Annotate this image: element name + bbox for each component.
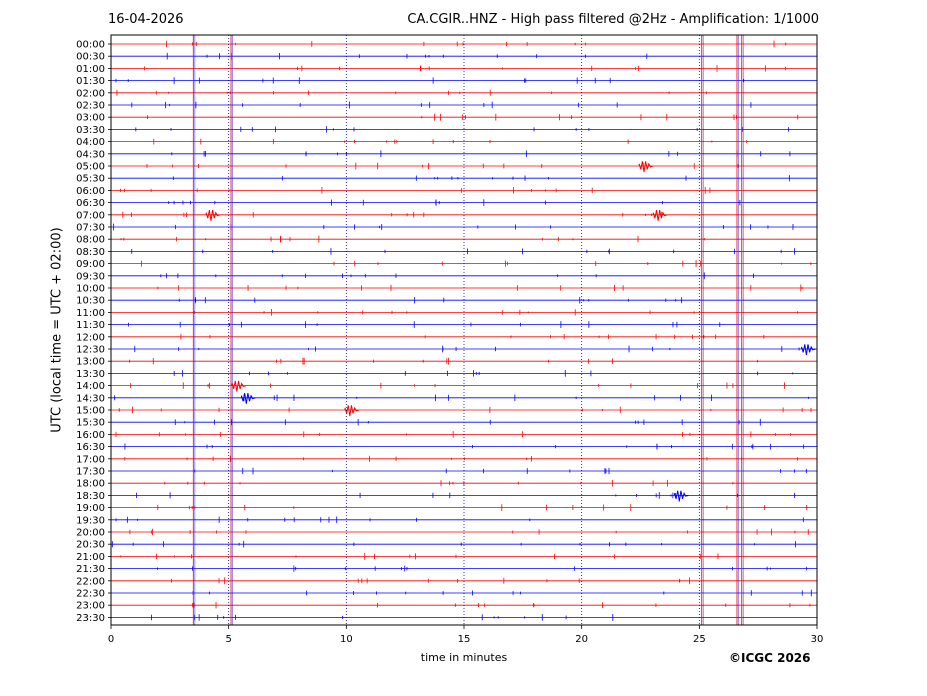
y-tick-label: 12:00: [76, 332, 105, 343]
x-tick-label: 10: [340, 634, 353, 645]
y-tick-label: 02:00: [76, 88, 105, 99]
event-5: [231, 380, 247, 392]
y-tick-label: 03:00: [76, 113, 105, 124]
seismic-events: [205, 161, 816, 502]
y-tick-label: 04:30: [76, 149, 105, 160]
y-tick-label: 18:30: [76, 491, 105, 502]
y-tick-label: 12:30: [76, 345, 105, 356]
y-tick-label: 23:30: [76, 613, 105, 624]
y-tick-label: 00:00: [76, 40, 105, 51]
y-tick-label: 00:30: [76, 52, 105, 63]
y-tick-label: 17:30: [76, 467, 105, 478]
y-tick-label: 05:00: [76, 162, 105, 173]
y-tick-label: 06:00: [76, 186, 105, 197]
x-tick-label: 5: [225, 634, 231, 645]
x-tick-label: 15: [458, 634, 471, 645]
y-tick-label: 10:00: [76, 284, 105, 295]
x-grid: [228, 35, 700, 625]
y-tick-label: 09:00: [76, 259, 105, 270]
x-tick-label: 0: [108, 634, 114, 645]
chart-title: CA.CGIR..HNZ - High pass filtered @2Hz -…: [407, 12, 819, 27]
y-tick-label: 09:30: [76, 271, 105, 282]
y-tick-label: 15:30: [76, 418, 105, 429]
copyright-label: ©ICGC 2026: [729, 651, 811, 665]
y-tick-label: 23:00: [76, 601, 105, 612]
x-axis-label: time in minutes: [420, 651, 508, 664]
y-tick-label: 20:00: [76, 528, 105, 539]
y-tick-label: 17:00: [76, 454, 105, 465]
y-tick-label: 16:30: [76, 442, 105, 453]
vertical-spikes: [192, 35, 744, 625]
y-tick-label: 21:30: [76, 564, 105, 575]
event-2: [205, 210, 221, 221]
x-tick-labels: 0 5 10 15 20 25 30: [108, 625, 824, 645]
y-tick-label: 18:00: [76, 479, 105, 490]
y-tick-label: 05:30: [76, 174, 105, 185]
y-tick-label: 16:00: [76, 430, 105, 441]
y-tick-label: 02:30: [76, 101, 105, 112]
y-tick-label: 06:30: [76, 198, 105, 209]
event-1: [638, 161, 654, 173]
event-6: [240, 393, 256, 404]
x-tick-label: 20: [575, 634, 588, 645]
y-tick-label: 14:00: [76, 381, 105, 392]
y-tick-label: 07:30: [76, 223, 105, 234]
event-7: [344, 405, 360, 417]
y-tick-label: 01:30: [76, 76, 105, 87]
y-tick-label: 03:30: [76, 125, 105, 136]
event-3: [652, 210, 668, 221]
y-tick-label: 13:30: [76, 369, 105, 380]
y-tick-label: 22:30: [76, 589, 105, 600]
x-tick-label: 25: [693, 634, 706, 645]
y-tick-label: 04:00: [76, 137, 105, 148]
y-tick-label: 19:00: [76, 503, 105, 514]
y-tick-label: 11:30: [76, 320, 105, 331]
y-tick-label: 21:00: [76, 552, 105, 563]
date-label: 16-04-2026: [108, 12, 184, 27]
y-tick-label: 14:30: [76, 393, 105, 404]
y-tick-label: 08:00: [76, 235, 105, 246]
y-tick-label: 07:00: [76, 210, 105, 221]
y-tick-label: 10:30: [76, 296, 105, 307]
y-tick-label: 20:30: [76, 540, 105, 551]
x-tick-label: 30: [811, 634, 824, 645]
y-tick-label: 08:30: [76, 247, 105, 258]
y-tick-label: 11:00: [76, 308, 105, 319]
event-8: [674, 490, 689, 502]
y-tick-label: 22:00: [76, 576, 105, 587]
y-tick-label: 19:30: [76, 515, 105, 526]
y-tick-label: 15:00: [76, 406, 105, 417]
event-4: [801, 344, 816, 356]
y-tick-label: 13:00: [76, 357, 105, 368]
y-tick-label: 01:00: [76, 64, 105, 75]
